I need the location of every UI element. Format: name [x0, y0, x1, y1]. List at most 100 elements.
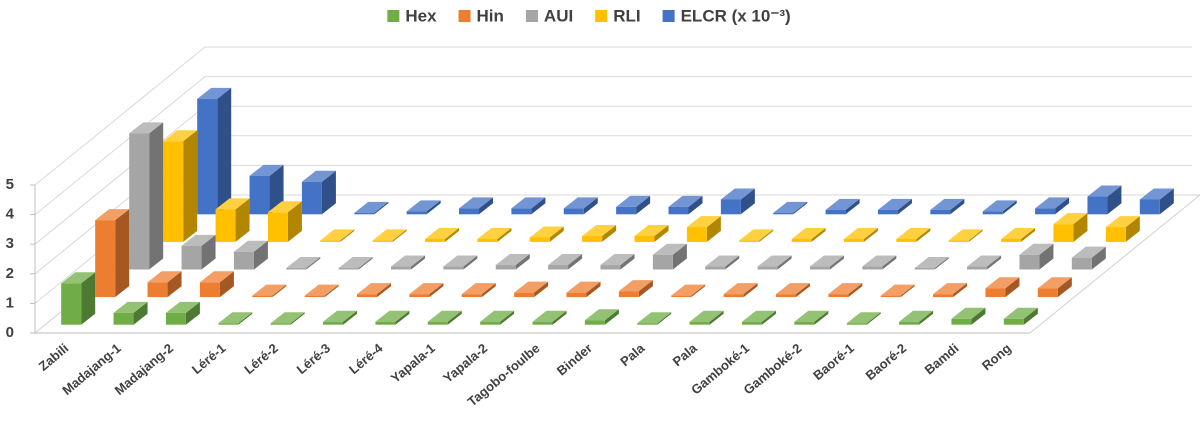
bar — [1003, 318, 1024, 325]
bar-top — [877, 198, 912, 210]
bar — [967, 266, 988, 270]
legend-swatch — [458, 10, 471, 22]
bar — [671, 295, 692, 298]
bar — [304, 295, 325, 298]
bar-top — [338, 257, 373, 269]
bar-top — [406, 200, 441, 212]
bar-top — [459, 197, 494, 209]
bar — [409, 294, 430, 298]
x-tick-label: Baoré-2 — [862, 340, 909, 383]
bar-side — [392, 229, 407, 242]
bar-side — [374, 201, 389, 215]
bar-side — [358, 257, 373, 270]
bar — [406, 211, 427, 215]
bar-top — [1071, 246, 1106, 258]
bar — [1071, 257, 1092, 270]
bar — [147, 282, 168, 298]
bar — [948, 240, 969, 242]
bar-side — [1021, 227, 1036, 242]
bar-top — [461, 283, 496, 295]
bar — [425, 238, 446, 242]
bar-top — [618, 280, 653, 292]
bar — [375, 321, 396, 325]
bar-top — [301, 170, 336, 182]
bar-top — [933, 283, 968, 295]
bar-side — [272, 284, 287, 298]
bar-top — [480, 310, 515, 322]
x-tick-label: Pala — [670, 340, 701, 369]
bar-side — [1002, 200, 1017, 215]
bar — [372, 240, 393, 242]
bar-top — [218, 312, 253, 324]
bar-side — [987, 255, 1002, 270]
bar-side — [863, 227, 878, 242]
bar — [338, 268, 359, 270]
bar-side — [183, 130, 198, 242]
bar-top — [951, 307, 986, 319]
bar — [165, 312, 186, 325]
bar — [286, 268, 307, 270]
bar-side — [149, 122, 164, 270]
bar-top — [233, 240, 268, 252]
bar — [720, 199, 741, 215]
bar-top — [477, 227, 512, 239]
x-tick-label: Pala — [617, 340, 648, 369]
bar-side — [636, 195, 651, 215]
bar — [495, 265, 516, 270]
bar-top — [61, 272, 96, 284]
bar-side — [133, 301, 148, 325]
bar-side — [238, 312, 253, 325]
bar-side — [552, 310, 567, 325]
y-tick-label: 1 — [6, 294, 14, 311]
bar-top — [427, 310, 462, 322]
bar — [825, 209, 846, 215]
bar-top — [495, 254, 530, 266]
bar-side — [201, 234, 216, 270]
bar — [354, 212, 375, 215]
bar — [652, 254, 673, 270]
bar-side — [549, 226, 564, 242]
bar-side — [1073, 213, 1088, 242]
x-tick-label: Madajang-2 — [112, 340, 176, 397]
bar — [951, 318, 972, 325]
bar-side — [829, 255, 844, 270]
bar-top — [720, 188, 755, 200]
legend-label: RLI — [613, 6, 640, 25]
bar-side — [479, 197, 494, 215]
bar-side — [620, 254, 635, 270]
bar-side — [950, 198, 965, 215]
bar-top — [773, 201, 808, 213]
bar-side — [793, 201, 808, 215]
x-tick-label: Baoré-1 — [810, 340, 857, 383]
bar-side — [81, 272, 96, 325]
y-tick-label: 5 — [6, 176, 14, 193]
bar-side — [321, 170, 336, 215]
bar — [689, 321, 710, 325]
bar-top — [529, 226, 564, 238]
bar-top — [757, 255, 792, 267]
bar-side — [447, 310, 462, 325]
bar-top — [1105, 216, 1140, 228]
bar — [566, 292, 587, 298]
bar — [1037, 288, 1058, 298]
bar-side — [743, 283, 758, 298]
x-tick-label: Léré-3 — [294, 340, 334, 377]
bar-side — [290, 312, 305, 325]
x-tick-label: Léré-1 — [189, 340, 229, 377]
bar-side — [1057, 277, 1072, 298]
bar-side — [1023, 307, 1038, 325]
bar-side — [672, 243, 687, 270]
bar-side — [445, 227, 460, 242]
bar-side — [185, 301, 200, 325]
legend-swatch — [595, 10, 608, 22]
bar — [320, 240, 341, 242]
bar-side — [638, 280, 653, 298]
bar — [862, 266, 883, 270]
bar-side — [219, 271, 234, 298]
bar-top — [267, 201, 302, 213]
bar-side — [481, 283, 496, 298]
bar-side — [811, 227, 826, 242]
bar-top — [671, 284, 706, 296]
bar — [233, 251, 254, 270]
bar — [113, 312, 134, 325]
